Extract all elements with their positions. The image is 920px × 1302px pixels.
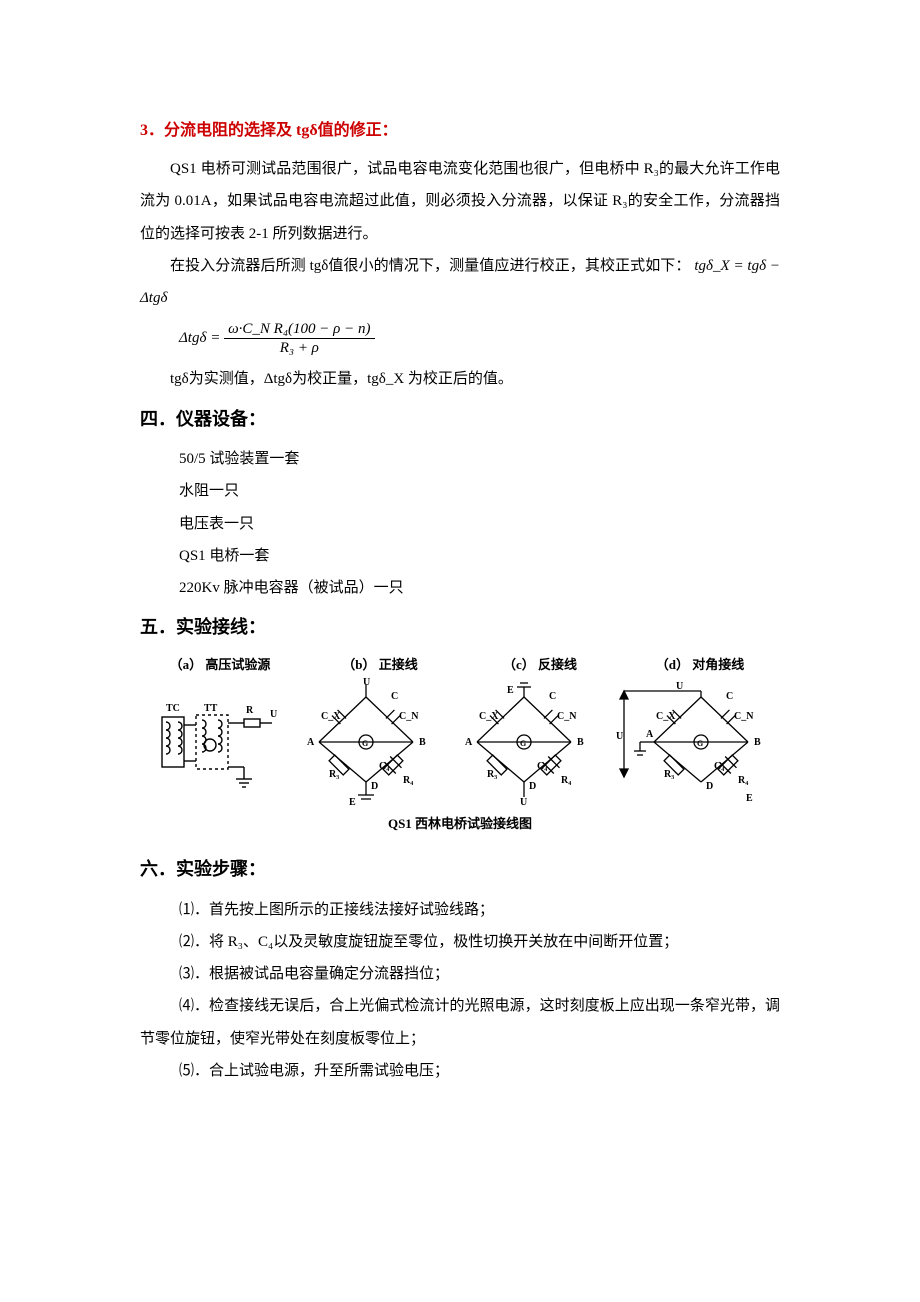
section-6-heading: 六．实验步骤： xyxy=(140,850,780,890)
svg-text:E: E xyxy=(507,685,514,696)
svg-text:C_X: C_X xyxy=(321,711,341,722)
svg-text:A: A xyxy=(307,737,315,748)
svg-text:D: D xyxy=(529,781,536,792)
svg-text:G: G xyxy=(362,739,368,748)
figure-svg-row: TC TT R U U C C_X C_N xyxy=(140,677,780,807)
svg-text:E: E xyxy=(349,797,356,807)
svg-text:A: A xyxy=(646,729,654,740)
svg-text:C_X: C_X xyxy=(479,711,499,722)
svg-text:U: U xyxy=(363,677,370,688)
figure-caption: QS1 西林电桥试验接线图 xyxy=(140,813,780,832)
formula-2: Δtgδ = ω·C_N R₄(100 − ρ − n) R₃ + ρ xyxy=(179,320,780,357)
svg-text:R₄: R₄ xyxy=(561,775,571,786)
svg-text:R₃: R₃ xyxy=(487,769,497,780)
figure-label-b: （b） 正接线 xyxy=(300,654,460,673)
svg-text:D: D xyxy=(371,781,378,792)
figure-label-c: （c） 反接线 xyxy=(460,654,620,673)
diagram-bridge-d: U C C_X C_N A B U R₃ C₄ R₄ D E G xyxy=(606,677,776,807)
svg-text:A: A xyxy=(465,737,473,748)
p2-prefix-text: 在投入分流器后所测 tgδ值很小的情况下，测量值应进行校正，其校正式如下： xyxy=(170,258,690,274)
equipment-item-1: 水阻一只 xyxy=(179,475,780,507)
svg-text:G: G xyxy=(520,739,526,748)
section-5-heading: 五．实验接线： xyxy=(140,608,780,648)
formula-2-fraction: ω·C_N R₄(100 − ρ − n) R₃ + ρ xyxy=(224,320,374,357)
section-3-paragraph-2: 在投入分流器后所测 tgδ值很小的情况下，测量值应进行校正，其校正式如下： tg… xyxy=(140,250,780,315)
svg-text:C_X: C_X xyxy=(656,711,676,722)
svg-text:C: C xyxy=(726,691,733,702)
diagram-bridge-b: U C C_X C_N A B R₃ C₄ R₄ D E G xyxy=(291,677,441,807)
section-4-heading: 四．仪器设备： xyxy=(140,400,780,440)
svg-text:R₄: R₄ xyxy=(738,775,748,786)
svg-text:E: E xyxy=(746,793,753,804)
diagram-bridge-c: E C C_X C_N A B R₃ C₄ R₄ D U G xyxy=(449,677,599,807)
step-4: ⑷．检查接线无误后，合上光偏式检流计的光照电源，这时刻度板上应出现一条窄光带，调… xyxy=(140,990,780,1055)
svg-text:B: B xyxy=(754,737,761,748)
svg-text:C₄: C₄ xyxy=(537,761,547,772)
svg-text:B: B xyxy=(577,737,584,748)
svg-text:U: U xyxy=(676,681,683,692)
svg-text:C₄: C₄ xyxy=(379,761,389,772)
svg-text:U: U xyxy=(270,709,277,720)
svg-text:U: U xyxy=(520,797,527,807)
section-3-heading: 3．分流电阻的选择及 tgδ值的修正： xyxy=(140,115,780,147)
svg-text:C: C xyxy=(549,691,556,702)
svg-text:U: U xyxy=(616,731,623,742)
svg-text:G: G xyxy=(697,739,703,748)
diagram-hv-source: TC TT R U xyxy=(144,687,284,797)
svg-text:C_N: C_N xyxy=(734,711,754,722)
figure-label-d: （d） 对角接线 xyxy=(620,654,780,673)
formula-2-lhs: Δtgδ = xyxy=(179,330,220,346)
step-3: ⑶．根据被试品电容量确定分流器挡位； xyxy=(140,958,780,990)
equipment-item-2: 电压表一只 xyxy=(179,508,780,540)
equipment-item-3: QS1 电桥一套 xyxy=(179,540,780,572)
svg-text:D: D xyxy=(706,781,713,792)
formula-2-denominator: R₃ + ρ xyxy=(224,339,374,357)
svg-text:R: R xyxy=(246,705,254,716)
svg-text:TC: TC xyxy=(166,703,180,714)
svg-text:C_N: C_N xyxy=(399,711,419,722)
svg-text:R₃: R₃ xyxy=(329,769,339,780)
svg-text:C: C xyxy=(391,691,398,702)
svg-text:R₄: R₄ xyxy=(403,775,413,786)
svg-text:TT: TT xyxy=(204,703,218,714)
step-1: ⑴．首先按上图所示的正接线法接好试验线路； xyxy=(140,894,780,926)
step-2: ⑵．将 R₃、C₄以及灵敏度旋钮旋至零位，极性切换开关放在中间断开位置； xyxy=(140,926,780,958)
step-5: ⑸．合上试验电源，升至所需试验电压； xyxy=(140,1055,780,1087)
section-3-paragraph-3: tgδ为实测值，Δtgδ为校正量，tgδ_X 为校正后的值。 xyxy=(140,363,780,395)
figure-label-a: （a） 高压试验源 xyxy=(140,654,300,673)
formula-2-numerator: ω·C_N R₄(100 − ρ − n) xyxy=(224,320,374,339)
equipment-item-0: 50/5 试验装置一套 xyxy=(179,443,780,475)
svg-text:C₄: C₄ xyxy=(714,761,724,772)
section-3-paragraph-1: QS1 电桥可测试品范围很广，试品电容电流变化范围也很广，但电桥中 R₃的最大允… xyxy=(140,153,780,250)
svg-text:B: B xyxy=(419,737,426,748)
figure-label-row: （a） 高压试验源 （b） 正接线 （c） 反接线 （d） 对角接线 xyxy=(140,654,780,673)
svg-text:C_N: C_N xyxy=(557,711,577,722)
equipment-item-4: 220Kv 脉冲电容器（被试品）一只 xyxy=(179,572,780,604)
svg-text:R₃: R₃ xyxy=(664,769,674,780)
